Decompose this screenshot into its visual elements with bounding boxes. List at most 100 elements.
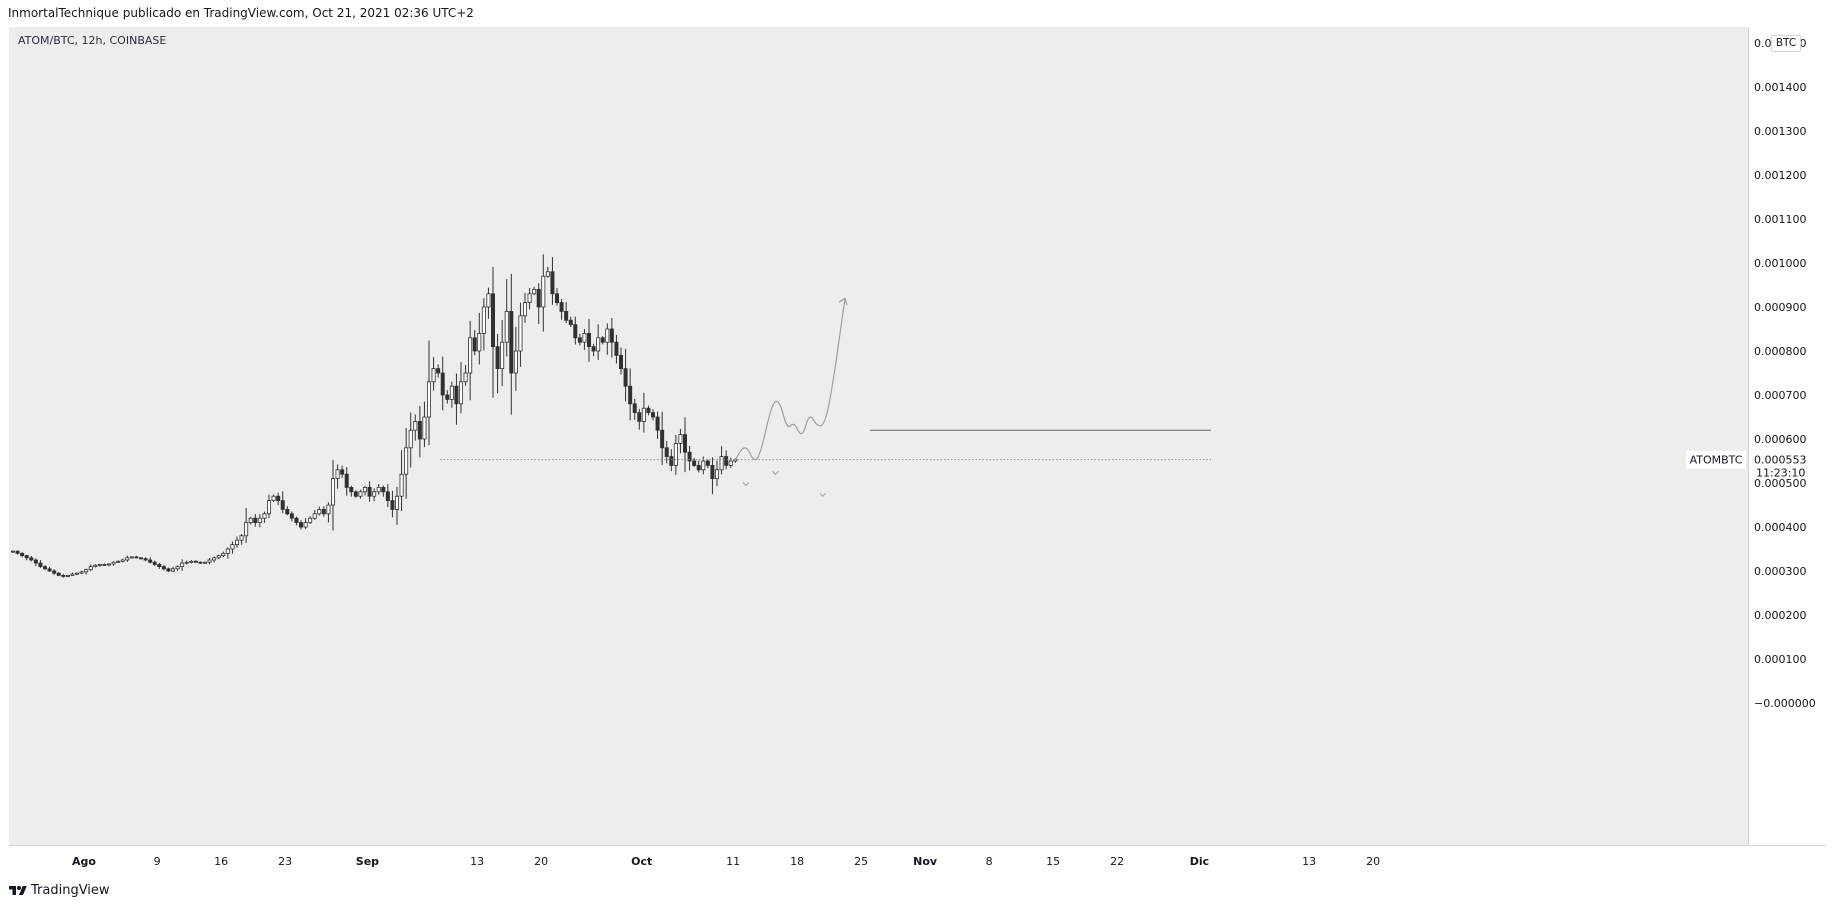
candle-body bbox=[532, 288, 537, 295]
time-tick-label: 25 bbox=[854, 855, 868, 868]
time-tick-label: 23 bbox=[278, 855, 292, 868]
candle-body bbox=[468, 337, 473, 374]
candle-body bbox=[230, 544, 235, 550]
candle-body bbox=[619, 354, 624, 369]
time-tick-label: 20 bbox=[1366, 855, 1380, 868]
candle-body bbox=[673, 442, 678, 466]
candle-body bbox=[664, 447, 669, 457]
candle-body bbox=[376, 486, 381, 493]
price-tick-label: 0.000200 bbox=[1754, 609, 1807, 622]
candle-body bbox=[285, 508, 290, 515]
candle-body bbox=[317, 508, 322, 515]
price-tick-label: 0.000900 bbox=[1754, 301, 1807, 314]
candle-body bbox=[683, 434, 688, 453]
candle-body bbox=[413, 420, 418, 431]
publish-info: InmortalTechnique publicado en TradingVi… bbox=[8, 6, 474, 20]
candle-body bbox=[248, 517, 253, 524]
candle-body bbox=[271, 495, 276, 502]
candle-body bbox=[372, 491, 377, 497]
candle-body bbox=[436, 368, 441, 374]
candle-body bbox=[161, 566, 166, 570]
candle-body bbox=[312, 513, 317, 519]
candle-body bbox=[385, 491, 390, 501]
candle-body bbox=[326, 504, 331, 515]
candle-body bbox=[75, 572, 80, 575]
time-tick-label: 20 bbox=[534, 855, 548, 868]
candle-body bbox=[632, 403, 637, 413]
price-tick-label: 0.000300 bbox=[1754, 565, 1807, 578]
time-tick-label: Oct bbox=[631, 855, 652, 868]
candle-body bbox=[500, 341, 505, 370]
candle-body bbox=[477, 332, 482, 352]
candle-body bbox=[331, 478, 336, 506]
price-tick-label: 0.000100 bbox=[1754, 653, 1807, 666]
candle-body bbox=[559, 302, 564, 312]
currency-badge[interactable]: BTC bbox=[1771, 35, 1801, 52]
candle-body bbox=[623, 368, 628, 387]
candle-body bbox=[527, 293, 532, 303]
time-axis: Ago 9 16 23 Sep 13 20 Oct 11 18 25 Nov 8 15 22 Dic 13 20 bbox=[72, 855, 1380, 868]
candle-body bbox=[646, 407, 651, 414]
candle-body bbox=[120, 559, 125, 562]
candle-body bbox=[280, 500, 285, 510]
low-marker-chevron bbox=[742, 482, 750, 487]
candle-body bbox=[518, 315, 523, 352]
candle-body bbox=[349, 486, 354, 493]
candle-body bbox=[395, 495, 400, 510]
low-marker-chevron bbox=[772, 471, 779, 476]
candle-body bbox=[262, 513, 267, 519]
candles-layer bbox=[10, 254, 738, 578]
candle-body bbox=[363, 486, 368, 493]
projection-path[interactable] bbox=[734, 298, 846, 461]
candle-body bbox=[582, 332, 587, 343]
candle-body bbox=[129, 556, 134, 559]
last-price-box bbox=[1749, 450, 1805, 481]
chart-panel[interactable] bbox=[9, 27, 1748, 845]
candle-countdown: 11:23:10 bbox=[1756, 467, 1805, 480]
candle-body bbox=[97, 564, 102, 566]
price-tick-label: −0.000000 bbox=[1754, 697, 1816, 710]
candle-body bbox=[267, 500, 272, 515]
symbol-label-box bbox=[1686, 450, 1746, 469]
price-tick-label: 0.001100 bbox=[1754, 213, 1807, 226]
price-axis: 0.0015000.0014000.0013000.0012000.001100… bbox=[1754, 37, 1816, 710]
candle-body bbox=[417, 420, 422, 440]
candle-body bbox=[605, 328, 610, 343]
time-tick-label: 13 bbox=[470, 855, 484, 868]
candle-body bbox=[568, 319, 573, 326]
candle-body bbox=[715, 469, 720, 479]
candle-body bbox=[600, 337, 605, 343]
candle-body bbox=[577, 337, 582, 343]
candle-body bbox=[509, 310, 514, 374]
candle-body bbox=[29, 557, 34, 561]
candle-body bbox=[728, 460, 733, 466]
candle-body bbox=[358, 491, 363, 497]
time-tick-label: 16 bbox=[214, 855, 228, 868]
candle-body bbox=[427, 381, 432, 418]
candle-body bbox=[587, 332, 592, 347]
candle-body bbox=[609, 328, 614, 343]
candle-body bbox=[454, 385, 459, 405]
candle-body bbox=[614, 341, 619, 356]
candle-body bbox=[596, 337, 601, 352]
candle-body bbox=[321, 508, 326, 515]
candle-body bbox=[43, 566, 48, 570]
candle-body bbox=[111, 561, 116, 565]
candle-body bbox=[207, 559, 212, 563]
price-tick-label: 0.000400 bbox=[1754, 521, 1807, 534]
tradingview-footer[interactable]: TradingView bbox=[9, 883, 110, 898]
candle-body bbox=[545, 271, 550, 277]
candle-body bbox=[353, 491, 358, 497]
candle-body bbox=[692, 460, 697, 466]
candle-body bbox=[93, 564, 98, 568]
candle-body bbox=[628, 385, 633, 405]
time-tick-label: 8 bbox=[986, 855, 993, 868]
candle-body bbox=[33, 559, 38, 564]
candle-body bbox=[107, 563, 112, 566]
candle-body bbox=[651, 412, 656, 418]
candle-body bbox=[79, 571, 84, 574]
candle-body bbox=[102, 564, 107, 566]
candle-body bbox=[216, 555, 221, 559]
candle-body bbox=[143, 558, 148, 561]
candle-body bbox=[404, 447, 409, 475]
